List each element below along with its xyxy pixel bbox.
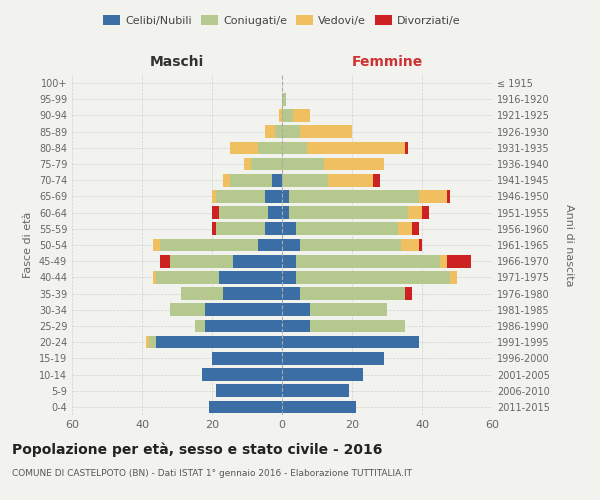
Bar <box>282 352 383 364</box>
Bar <box>160 255 170 268</box>
Bar <box>282 222 296 235</box>
Legend: Celibi/Nubili, Coniugati/e, Vedovi/e, Divorziati/e: Celibi/Nubili, Coniugati/e, Vedovi/e, Di… <box>99 10 465 30</box>
Bar <box>257 142 282 154</box>
Bar <box>282 174 328 186</box>
Bar <box>419 238 422 252</box>
Text: Femmine: Femmine <box>352 54 422 68</box>
Bar <box>404 142 408 154</box>
Bar <box>215 222 265 235</box>
Bar <box>209 400 282 413</box>
Bar <box>282 126 299 138</box>
Bar <box>212 222 215 235</box>
Bar <box>282 384 349 397</box>
Bar <box>282 304 310 316</box>
Bar <box>282 109 293 122</box>
Bar <box>205 320 282 332</box>
Bar <box>170 255 233 268</box>
Bar <box>296 222 398 235</box>
Bar <box>282 142 307 154</box>
Bar <box>450 271 457 283</box>
Bar <box>296 271 450 283</box>
Bar <box>160 238 257 252</box>
Bar <box>401 238 419 252</box>
Bar <box>194 320 205 332</box>
Bar <box>282 271 296 283</box>
Bar <box>156 271 219 283</box>
Text: Maschi: Maschi <box>150 54 204 68</box>
Bar <box>229 142 257 154</box>
Bar <box>293 109 310 122</box>
Bar <box>219 271 282 283</box>
Bar <box>149 336 156 348</box>
Text: COMUNE DI CASTELPOTO (BN) - Dati ISTAT 1° gennaio 2016 - Elaborazione TUTTITALIA: COMUNE DI CASTELPOTO (BN) - Dati ISTAT 1… <box>12 469 412 478</box>
Bar <box>212 352 282 364</box>
Bar <box>299 238 401 252</box>
Bar <box>156 336 282 348</box>
Bar <box>310 304 387 316</box>
Bar <box>146 336 149 348</box>
Bar <box>268 206 282 219</box>
Bar <box>299 288 404 300</box>
Bar <box>282 255 296 268</box>
Y-axis label: Anni di nascita: Anni di nascita <box>563 204 574 286</box>
Bar <box>181 288 223 300</box>
Bar <box>398 222 412 235</box>
Bar <box>282 336 419 348</box>
Bar <box>205 304 282 316</box>
Bar <box>296 255 439 268</box>
Bar <box>282 158 324 170</box>
Bar <box>265 126 275 138</box>
Bar <box>307 142 404 154</box>
Bar <box>289 206 408 219</box>
Bar <box>251 158 282 170</box>
Bar <box>257 238 282 252</box>
Bar <box>299 126 352 138</box>
Bar <box>422 206 429 219</box>
Bar <box>282 320 310 332</box>
Bar <box>404 288 412 300</box>
Bar <box>271 174 282 186</box>
Bar <box>265 222 282 235</box>
Bar <box>282 288 299 300</box>
Bar <box>310 320 404 332</box>
Bar <box>289 190 419 202</box>
Bar <box>446 255 471 268</box>
Bar <box>215 190 265 202</box>
Bar <box>275 126 282 138</box>
Bar <box>412 222 419 235</box>
Bar <box>202 368 282 381</box>
Text: Popolazione per età, sesso e stato civile - 2016: Popolazione per età, sesso e stato civil… <box>12 442 382 457</box>
Bar <box>419 190 446 202</box>
Bar <box>223 174 229 186</box>
Bar <box>282 93 286 106</box>
Bar <box>152 271 156 283</box>
Bar <box>282 400 355 413</box>
Y-axis label: Fasce di età: Fasce di età <box>23 212 33 278</box>
Bar <box>446 190 450 202</box>
Bar <box>328 174 373 186</box>
Bar <box>282 206 289 219</box>
Bar <box>219 206 268 219</box>
Bar <box>439 255 446 268</box>
Bar <box>278 109 282 122</box>
Bar <box>244 158 251 170</box>
Bar <box>233 255 282 268</box>
Bar <box>212 206 219 219</box>
Bar <box>282 190 289 202</box>
Bar <box>215 384 282 397</box>
Bar <box>223 288 282 300</box>
Bar <box>282 238 299 252</box>
Bar <box>408 206 422 219</box>
Bar <box>265 190 282 202</box>
Bar <box>282 368 362 381</box>
Bar <box>152 238 160 252</box>
Bar <box>229 174 271 186</box>
Bar <box>170 304 205 316</box>
Bar <box>373 174 380 186</box>
Bar <box>212 190 215 202</box>
Bar <box>324 158 383 170</box>
